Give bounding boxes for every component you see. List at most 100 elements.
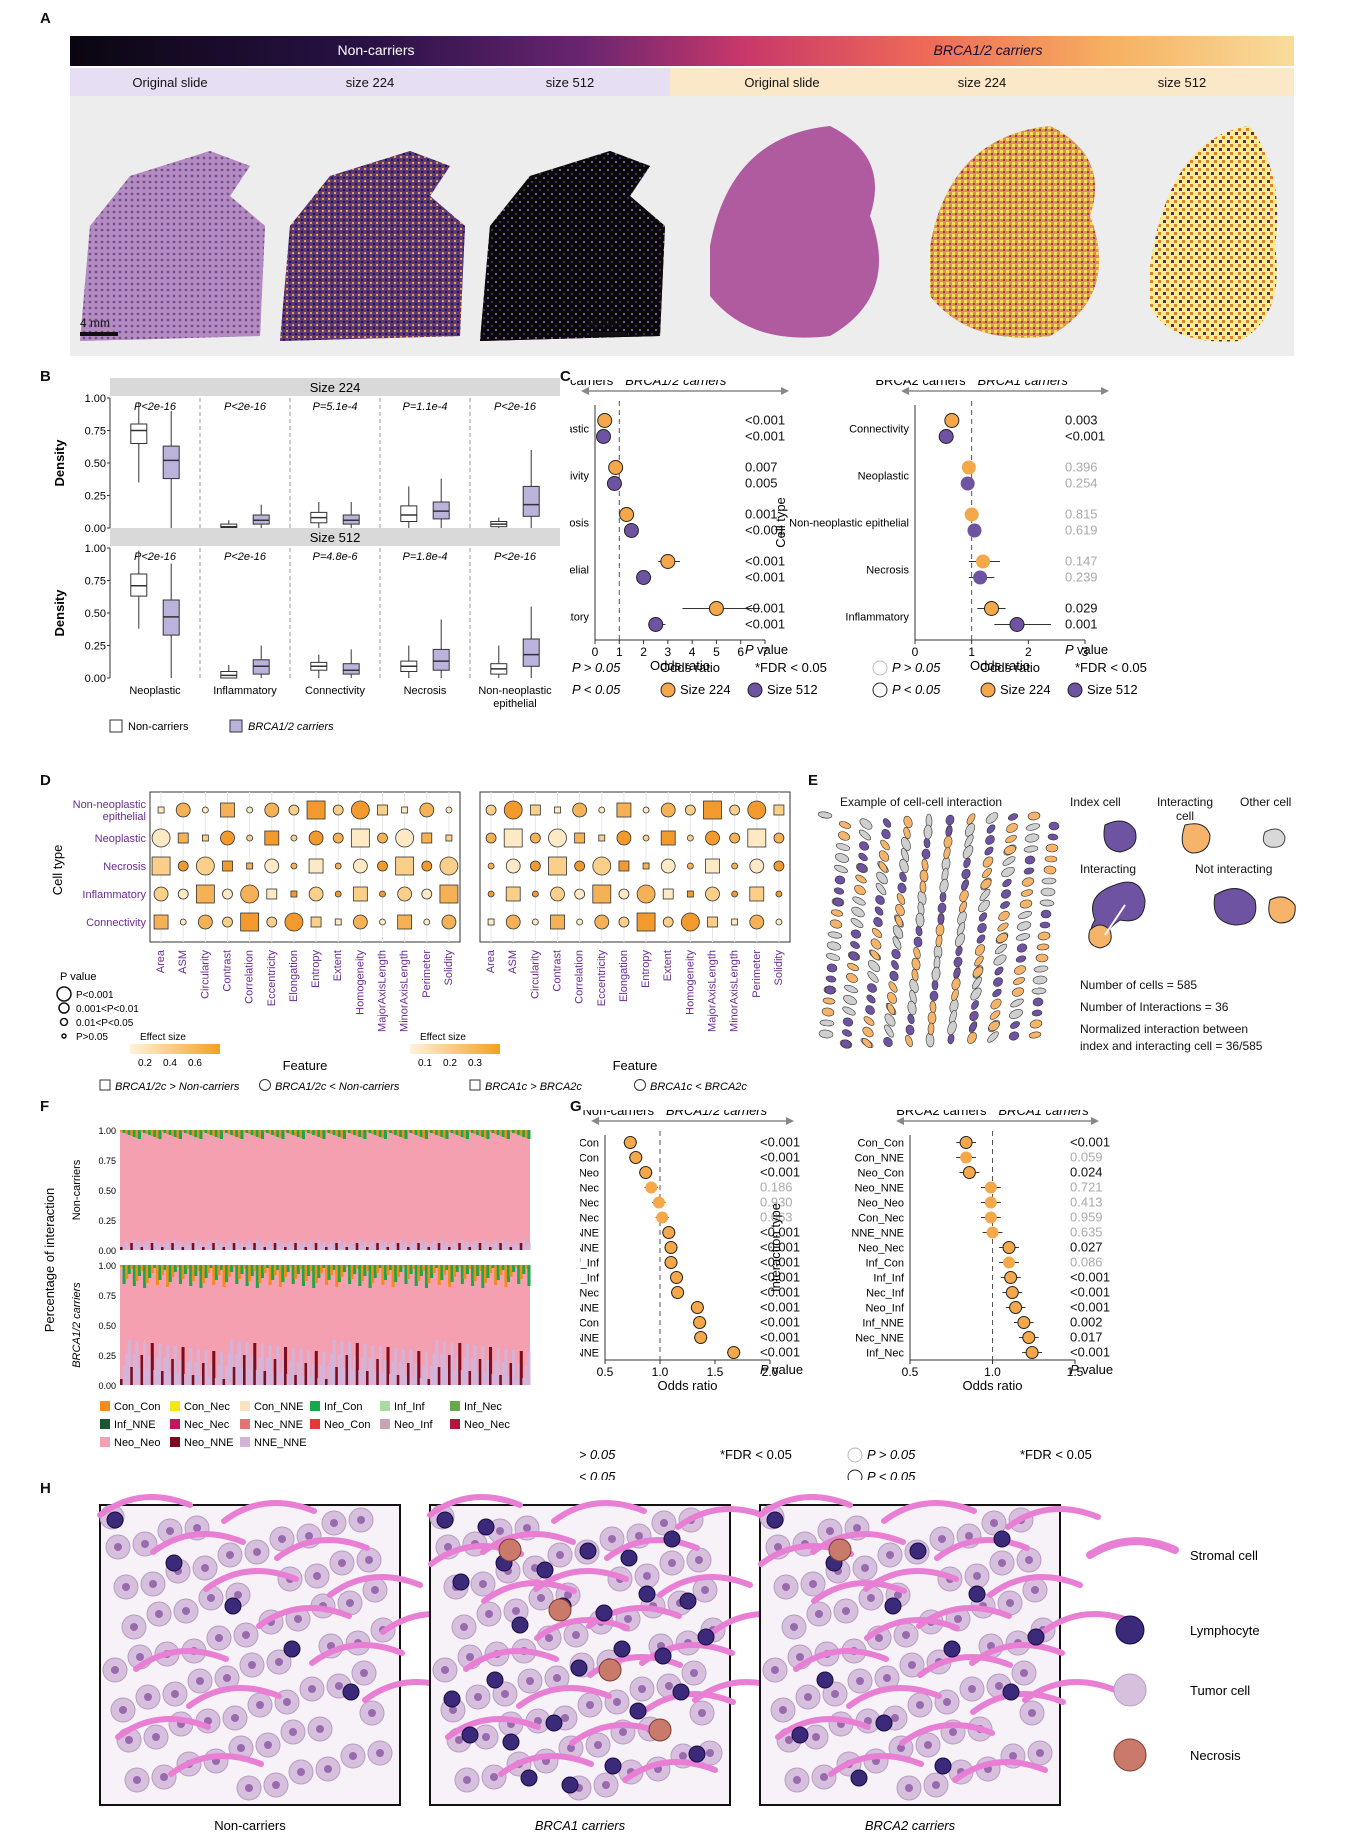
c-left-pval: <0.001 xyxy=(745,570,785,585)
f-bar-bottom xyxy=(332,1340,336,1385)
c-left-pv-title2: value xyxy=(757,642,788,657)
h-stroma xyxy=(551,1500,647,1524)
h-stroma xyxy=(828,1753,924,1777)
f-bar-top xyxy=(337,1130,341,1137)
f-ytick: 0.75 xyxy=(98,1291,116,1301)
f-bar-top xyxy=(517,1130,521,1135)
e-stat2: Number of Interactions = 36 xyxy=(1080,1000,1229,1014)
h-tumor-nucleus xyxy=(313,1572,321,1580)
f-bar-bottom xyxy=(173,1346,177,1385)
f-bar-top xyxy=(276,1265,280,1270)
d-mark-circle xyxy=(747,800,767,820)
f-bar-top xyxy=(519,1265,523,1279)
f-bar-top xyxy=(501,1130,505,1137)
e-cell xyxy=(1016,921,1032,931)
f-bar-bottom xyxy=(271,1246,275,1250)
e-cell xyxy=(947,1020,957,1036)
c-left-leg-512-icon xyxy=(747,682,763,698)
h-tumor-nucleus xyxy=(125,1736,133,1744)
d-pv-icon xyxy=(61,1033,67,1039)
f-bar-bottom xyxy=(253,1343,257,1385)
f-bar-bottom xyxy=(127,1340,131,1385)
f-bar-bottom xyxy=(478,1359,482,1385)
f-bar-top xyxy=(524,1265,528,1269)
d-feature: Extent xyxy=(662,950,674,981)
h-tumor-nucleus xyxy=(842,1607,850,1615)
h-tumor-nucleus xyxy=(779,1706,787,1714)
g-right-leg-lt-icon xyxy=(847,1469,863,1480)
e-cell xyxy=(826,941,842,951)
b-title-bar-0 xyxy=(110,378,560,396)
c-right-point xyxy=(984,601,999,616)
g-left-pval: 0.930 xyxy=(760,1195,793,1210)
f-bar-bottom xyxy=(137,1368,141,1385)
f-bar-top xyxy=(366,1130,370,1132)
f-bar-bottom xyxy=(422,1245,426,1250)
h-caption-1: BRCA1 carriers xyxy=(535,1818,626,1833)
h-tumor-nucleus xyxy=(820,1773,828,1781)
b-ylabel-0: Density xyxy=(52,439,67,487)
f-bar-top xyxy=(230,1265,234,1272)
f-bar-bottom xyxy=(178,1360,182,1385)
e-cell xyxy=(825,975,837,983)
f-bar-bottom xyxy=(376,1243,380,1250)
d-mark-circle xyxy=(222,888,233,900)
f-bar-top xyxy=(168,1130,172,1135)
f-bar-top xyxy=(458,1130,462,1136)
f-bar-top xyxy=(245,1130,249,1133)
g-right-pval: 0.027 xyxy=(1070,1240,1103,1255)
f-bar-top xyxy=(135,1265,139,1281)
e-cell xyxy=(1024,833,1040,843)
a-col-title-4: size 224 xyxy=(957,75,1007,90)
f-bar-bottom xyxy=(120,1379,124,1385)
f-bar-top xyxy=(127,1265,131,1274)
b-box xyxy=(400,505,418,523)
f-bar-top xyxy=(394,1130,398,1135)
h-lymphocyte xyxy=(766,1511,784,1529)
f-bar-bottom xyxy=(440,1240,444,1250)
f-bar-top xyxy=(299,1265,303,1269)
h-tumor-nucleus xyxy=(365,1556,373,1564)
d-mark-circle xyxy=(220,830,235,846)
e-cell xyxy=(931,979,939,991)
c-left-pval: <0.001 xyxy=(745,523,785,538)
d-row-label: Necrosis xyxy=(103,861,146,873)
f-bar-bottom xyxy=(355,1343,359,1385)
f-bar-top xyxy=(150,1130,154,1136)
f-bar-bottom xyxy=(468,1371,472,1385)
panel-label-e: E xyxy=(808,772,819,789)
e-cell xyxy=(1021,877,1035,887)
f-bar-bottom xyxy=(173,1240,177,1250)
h-tumor-nucleus xyxy=(774,1543,782,1551)
c-left-point xyxy=(660,554,676,569)
f-bar-top xyxy=(176,1130,180,1138)
f-bar-top xyxy=(404,1265,408,1284)
f-bar-top xyxy=(481,1130,485,1137)
e-cell xyxy=(953,967,961,979)
f-bar-bottom xyxy=(137,1242,141,1250)
d-mark-circle xyxy=(616,830,632,846)
f-bar-top xyxy=(186,1130,190,1134)
d-box-1 xyxy=(479,791,791,943)
b-ytick: 0.25 xyxy=(85,641,106,653)
f-bar-bottom xyxy=(517,1246,521,1250)
d-feature: Eccentricity xyxy=(596,950,608,1007)
d-mark-circle xyxy=(445,806,453,814)
d-mark-square xyxy=(505,886,521,902)
f-legend-label: Inf_NNE xyxy=(114,1419,156,1431)
h-stroma xyxy=(445,1716,541,1740)
f-bar-bottom xyxy=(125,1241,129,1250)
h-tumor-nucleus xyxy=(619,1728,627,1736)
c-right-leg-gt-icon xyxy=(872,660,888,676)
f-bar-top xyxy=(491,1265,495,1268)
d-mark-circle xyxy=(749,858,765,874)
f-bar-top xyxy=(178,1130,182,1139)
f-bar-bottom xyxy=(271,1372,275,1385)
h-stroma xyxy=(133,1648,229,1672)
d-mark-circle xyxy=(441,914,457,930)
f-bar-top xyxy=(414,1130,418,1135)
f-bar-top xyxy=(271,1265,275,1280)
f-bar-top xyxy=(263,1265,267,1273)
g-right-cat: Inf_Inf xyxy=(873,1273,905,1285)
c-left-xtick: 1 xyxy=(616,645,623,659)
